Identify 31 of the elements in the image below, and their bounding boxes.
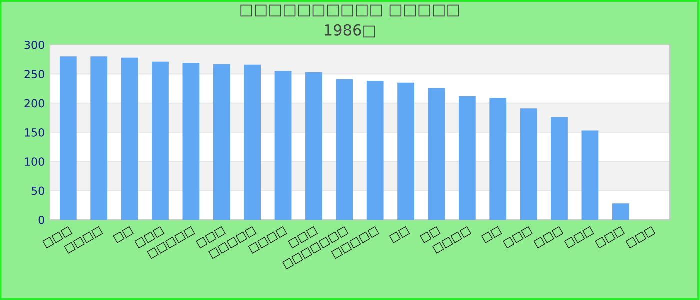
bar xyxy=(60,56,77,220)
bar xyxy=(244,64,262,220)
y-tick-label: 200 xyxy=(24,99,44,108)
x-tick-label: □□ xyxy=(113,226,134,244)
bar xyxy=(520,108,538,220)
bar xyxy=(336,79,354,220)
bar xyxy=(490,98,507,220)
bar xyxy=(90,56,108,220)
bar xyxy=(366,81,384,220)
bar xyxy=(398,82,414,220)
bar xyxy=(428,88,446,220)
x-tick-label: □□ xyxy=(481,226,502,244)
bar xyxy=(152,62,169,220)
chart-title: □□□□□□□□□□ □□□□□ xyxy=(240,4,460,17)
y-tick-label: 300 xyxy=(24,40,44,50)
y-tick-label: 0 xyxy=(38,216,44,224)
bar xyxy=(213,64,230,220)
y-tick-label: 50 xyxy=(32,186,44,196)
y-tick-label: 150 xyxy=(25,128,44,137)
bar xyxy=(121,58,138,220)
bar xyxy=(582,130,599,220)
bar xyxy=(458,96,476,220)
y-tick-label: 250 xyxy=(24,70,44,79)
bar xyxy=(306,72,322,220)
bar xyxy=(182,63,200,220)
chart-subtitle: 1986□ xyxy=(325,24,376,38)
bar xyxy=(551,117,568,220)
bar xyxy=(274,71,292,220)
x-tick-label: □□ xyxy=(389,226,410,244)
y-tick-label: 100 xyxy=(25,158,44,166)
bar xyxy=(612,204,630,220)
